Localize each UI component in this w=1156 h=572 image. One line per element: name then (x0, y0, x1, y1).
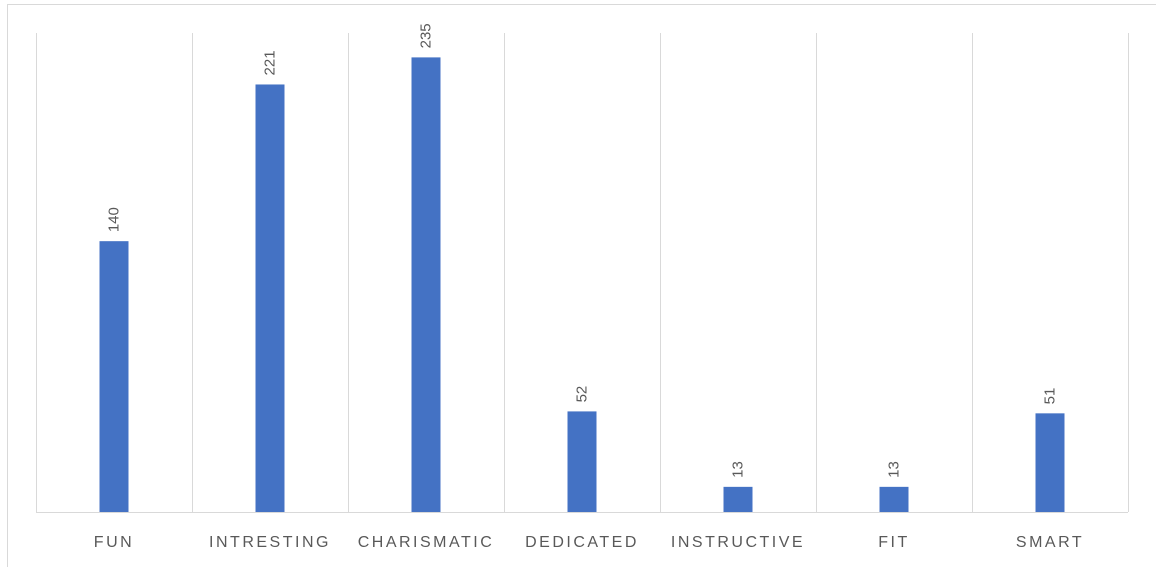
bar-smart (1035, 413, 1065, 512)
category-label: INTRESTING (209, 534, 331, 551)
chart-border-left (7, 4, 8, 567)
category-label: FUN (94, 534, 134, 551)
category-label: SMART (1016, 534, 1084, 551)
category-gridlines (36, 33, 1129, 512)
bar-fit (879, 486, 909, 512)
bar-intresting (255, 84, 285, 513)
category-label: INSTRUCTIVE (671, 534, 805, 551)
value-label: 52 (574, 386, 591, 403)
bar-series (99, 57, 1065, 513)
value-label: 51 (1042, 388, 1059, 405)
value-label: 235 (418, 23, 435, 48)
data-labels: 140 221 235 52 13 13 51 (106, 23, 1059, 477)
value-label: 13 (886, 461, 903, 478)
value-label: 221 (262, 50, 279, 75)
category-label: DEDICATED (525, 534, 639, 551)
value-label: 13 (730, 461, 747, 478)
bar-instructive (723, 486, 753, 512)
value-label: 140 (106, 207, 123, 232)
bar-fun (99, 241, 129, 513)
category-labels: FUN INTRESTING CHARISMATIC DEDICATED INSTRUC… (94, 534, 1084, 551)
category-label: CHARISMATIC (358, 534, 495, 551)
chart-border-top (7, 4, 1156, 5)
bar-charismatic (411, 57, 441, 513)
bar-dedicated (567, 411, 597, 512)
category-label: FIT (878, 534, 910, 551)
